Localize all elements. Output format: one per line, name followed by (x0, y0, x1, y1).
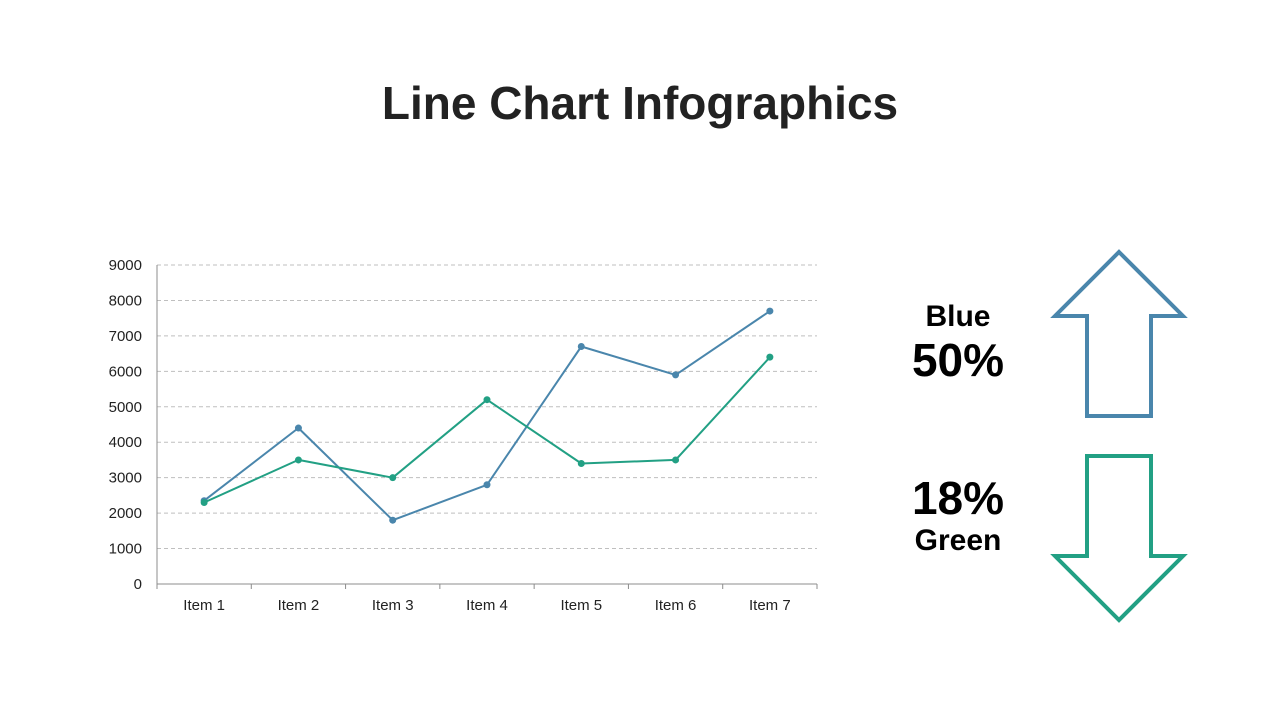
y-tick-label: 7000 (109, 328, 142, 345)
data-point-1 (389, 516, 397, 524)
y-tick-label: 0 (134, 576, 142, 593)
blue-stat-value: 50% (911, 334, 1005, 386)
x-tick-label: Item 7 (749, 597, 791, 614)
data-point-1 (672, 371, 680, 379)
data-point-1 (766, 307, 774, 315)
arrow-up-icon (1050, 249, 1188, 418)
data-point-2 (672, 456, 680, 464)
y-tick-label: 8000 (109, 292, 142, 309)
data-point-2 (483, 396, 491, 404)
blue-stat-label: Blue (925, 300, 991, 333)
data-point-1 (577, 343, 585, 351)
data-point-1 (294, 424, 302, 432)
data-point-2 (766, 353, 774, 361)
x-tick-label: Item 6 (655, 597, 697, 614)
x-tick-label: Item 4 (466, 597, 508, 614)
y-tick-label: 6000 (109, 363, 142, 380)
y-tick-label: 9000 (109, 257, 142, 274)
x-tick-label: Item 5 (560, 597, 602, 614)
x-tick-label: Item 3 (372, 597, 414, 614)
y-tick-label: 1000 (109, 541, 142, 558)
data-point-2 (200, 498, 208, 506)
green-stat-value: 18% (911, 472, 1005, 524)
page-title: Line Chart Infographics (381, 77, 899, 129)
data-point-2 (389, 474, 397, 482)
arrow-down-icon (1050, 454, 1188, 623)
green-stat: 18% Green (858, 472, 1058, 558)
x-tick-label: Item 1 (183, 597, 225, 614)
y-tick-label: 2000 (109, 505, 142, 522)
green-stat-label: Green (914, 524, 1002, 557)
data-point-2 (294, 456, 302, 464)
blue-stat: Blue 50% (858, 300, 1058, 386)
data-point-2 (577, 459, 585, 467)
y-tick-label: 4000 (109, 434, 142, 451)
y-tick-label: 5000 (109, 399, 142, 416)
x-tick-label: Item 2 (278, 597, 320, 614)
data-point-1 (483, 481, 491, 489)
y-tick-label: 3000 (109, 470, 142, 487)
